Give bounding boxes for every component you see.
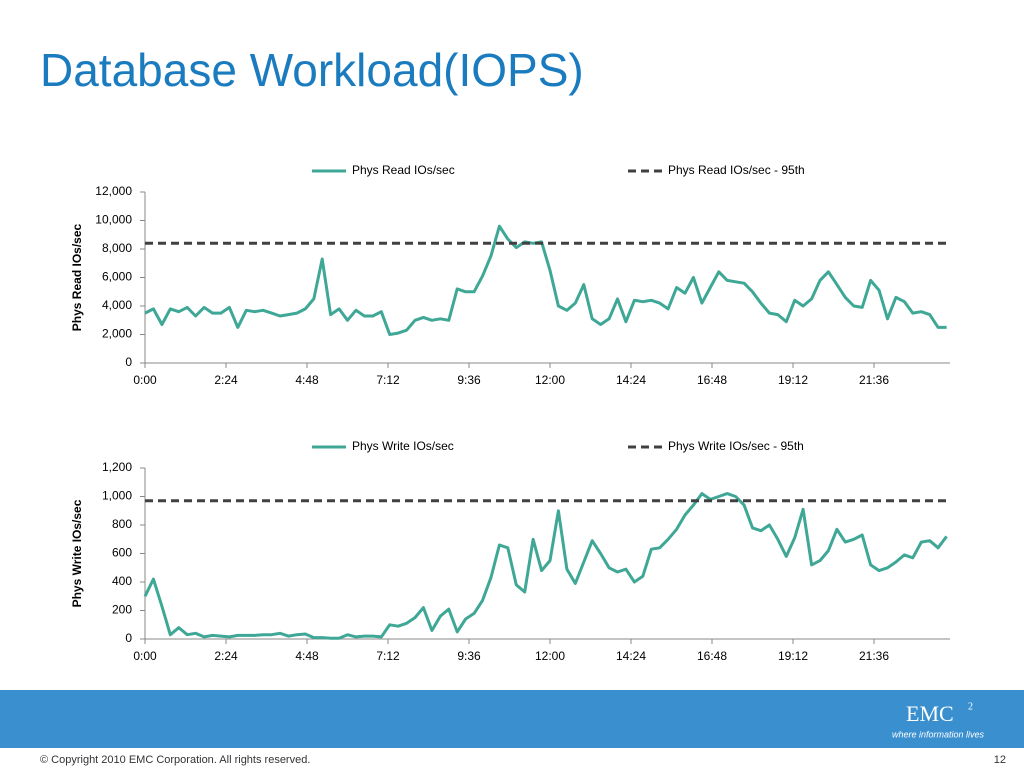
footer-band: [0, 690, 1024, 748]
y-tick-label: 0: [125, 355, 132, 369]
x-tick-label: 14:24: [616, 649, 646, 663]
y-tick-label: 800: [112, 517, 132, 531]
slide-title: Database Workload(IOPS): [40, 44, 584, 96]
page-number: 12: [994, 754, 1006, 766]
x-tick-label: 2:24: [214, 373, 238, 387]
x-tick-label: 19:12: [778, 373, 808, 387]
x-tick-label: 7:12: [376, 649, 400, 663]
y-axis-label: Phys Read IOs/sec: [70, 223, 84, 331]
x-tick-label: 0:00: [133, 649, 157, 663]
x-tick-label: 0:00: [133, 373, 157, 387]
data-line: [144, 224, 947, 336]
legend-label: Phys Write IOs/sec: [352, 439, 454, 453]
y-tick-label: 0: [125, 631, 132, 645]
tagline: where information lives: [892, 729, 985, 739]
y-tick-label: 4,000: [102, 298, 132, 312]
y-tick-label: 2,000: [102, 327, 132, 341]
data-line: [143, 492, 948, 640]
x-tick-label: 9:36: [457, 373, 481, 387]
x-tick-label: 16:48: [697, 649, 727, 663]
x-tick-label: 7:12: [376, 373, 400, 387]
logo: EMC: [906, 701, 954, 726]
y-axis-label: Phys Write IOs/sec: [70, 499, 84, 607]
y-tick-label: 6,000: [102, 270, 132, 284]
logo-sup: 2: [968, 701, 973, 712]
legend-label: Phys Read IOs/sec: [352, 163, 455, 177]
y-tick-label: 600: [112, 546, 132, 560]
x-tick-label: 16:48: [697, 373, 727, 387]
x-tick-label: 19:12: [778, 649, 808, 663]
x-tick-label: 4:48: [295, 373, 319, 387]
y-tick-label: 10,000: [95, 213, 132, 227]
x-tick-label: 12:00: [535, 373, 565, 387]
y-tick-label: 400: [112, 574, 132, 588]
x-tick-label: 4:48: [295, 649, 319, 663]
x-tick-label: 14:24: [616, 373, 646, 387]
y-tick-label: 12,000: [95, 184, 132, 198]
copyright: © Copyright 2010 EMC Corporation. All ri…: [40, 754, 310, 766]
y-tick-label: 1,000: [102, 489, 132, 503]
y-tick-label: 8,000: [102, 241, 132, 255]
y-tick-label: 200: [112, 603, 132, 617]
legend-label: Phys Write IOs/sec - 95th: [668, 439, 804, 453]
y-tick-label: 1,200: [102, 460, 132, 474]
legend-label: Phys Read IOs/sec - 95th: [668, 163, 805, 177]
x-tick-label: 21:36: [859, 373, 889, 387]
x-tick-label: 2:24: [214, 649, 238, 663]
x-tick-label: 21:36: [859, 649, 889, 663]
x-tick-label: 12:00: [535, 649, 565, 663]
x-tick-label: 9:36: [457, 649, 481, 663]
